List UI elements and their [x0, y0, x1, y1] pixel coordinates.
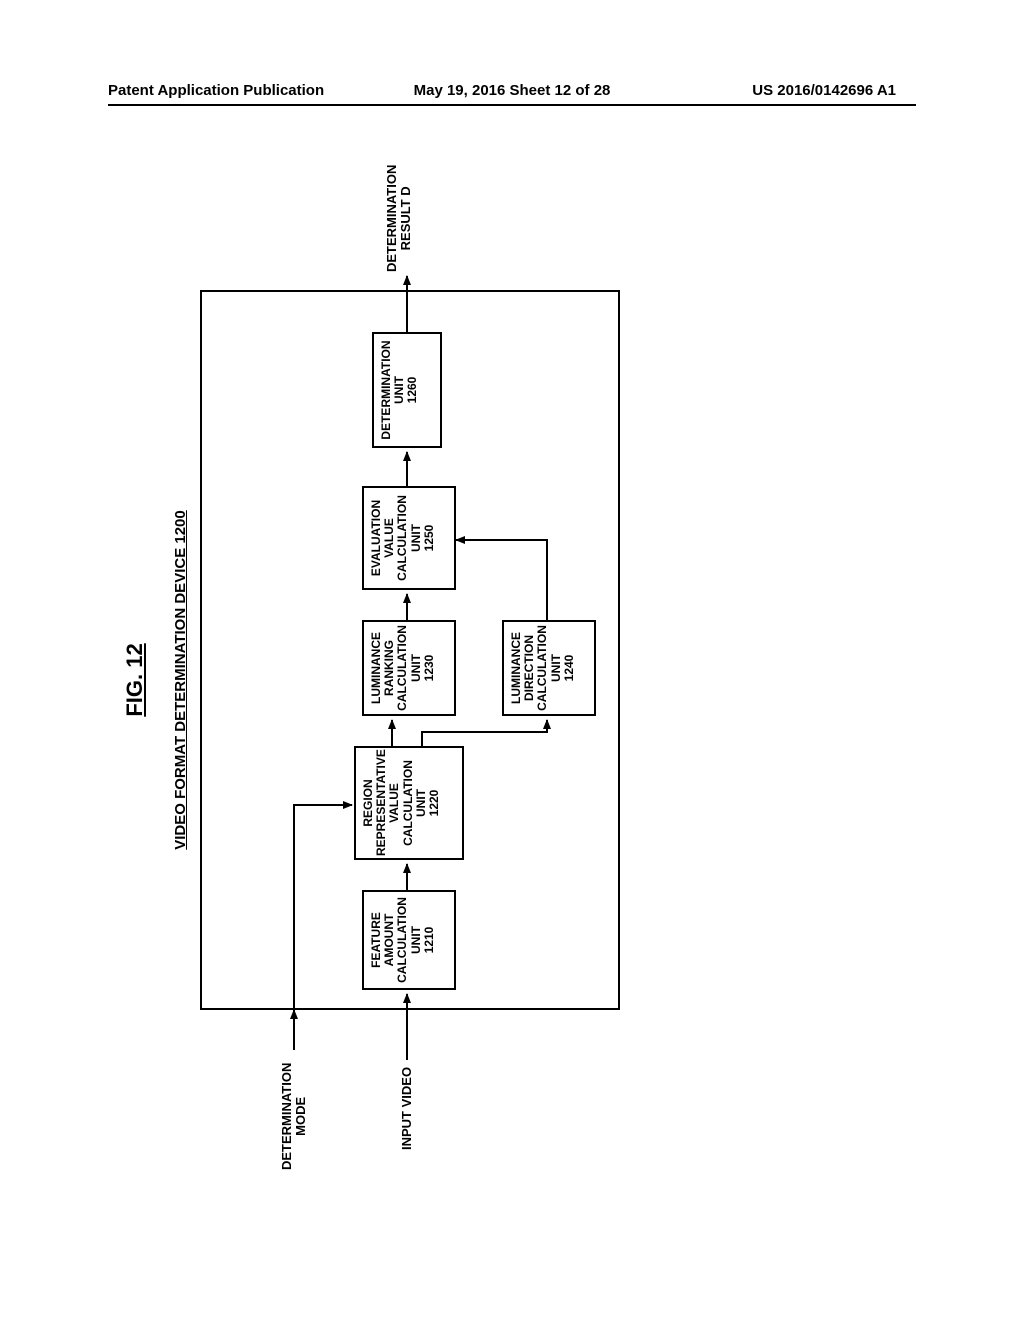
unit-1230-text: LUMINANCERANKINGCALCULATIONUNIT1230 [370, 624, 436, 712]
unit-1210: FEATUREAMOUNTCALCULATIONUNIT1210 [362, 890, 456, 990]
unit-1210-text: FEATUREAMOUNTCALCULATIONUNIT1210 [370, 894, 436, 986]
unit-1260-text: DETERMINATIONUNIT1260 [380, 336, 420, 444]
input-mode-text: DETERMINATIONMODE [279, 1063, 308, 1170]
header-left: Patent Application Publication [108, 82, 324, 99]
unit-1250-text: EVALUATIONVALUECALCULATIONUNIT1250 [370, 490, 436, 586]
unit-1220: REGIONREPRESENTATIVEVALUECALCULATIONUNIT… [354, 746, 464, 860]
header-center: May 19, 2016 Sheet 12 of 28 [414, 82, 611, 99]
unit-1230: LUMINANCERANKINGCALCULATIONUNIT1230 [362, 620, 456, 716]
input-video-text: INPUT VIDEO [399, 1067, 414, 1150]
device-title: VIDEO FORMAT DETERMINATION DEVICE 1200 [172, 510, 189, 850]
unit-1260: DETERMINATIONUNIT1260 [372, 332, 442, 448]
header-rule [108, 104, 916, 106]
diagram-container: FIG. 12 VIDEO FORMAT DETERMINATION DEVIC… [122, 150, 902, 1210]
unit-1250: EVALUATIONVALUECALCULATIONUNIT1250 [362, 486, 456, 590]
unit-1240-text: LUMINANCEDIRECTIONCALCULATIONUNIT1240 [510, 624, 576, 712]
unit-1240: LUMINANCEDIRECTIONCALCULATIONUNIT1240 [502, 620, 596, 716]
output-result-label: DETERMINATIONRESULT D [385, 165, 414, 272]
output-result-text: DETERMINATIONRESULT D [384, 165, 413, 272]
figure-label: FIG. 12 [122, 643, 148, 716]
input-mode-label: DETERMINATIONMODE [280, 1063, 309, 1170]
device-box: FEATUREAMOUNTCALCULATIONUNIT1210 REGIONR… [200, 290, 620, 1010]
diagram: FIG. 12 VIDEO FORMAT DETERMINATION DEVIC… [122, 150, 902, 1210]
input-video-label: INPUT VIDEO [400, 1067, 414, 1150]
page: Patent Application Publication May 19, 2… [0, 0, 1024, 1320]
header-right: US 2016/0142696 A1 [752, 82, 896, 99]
unit-1220-text: REGIONREPRESENTATIVEVALUECALCULATIONUNIT… [362, 750, 441, 856]
